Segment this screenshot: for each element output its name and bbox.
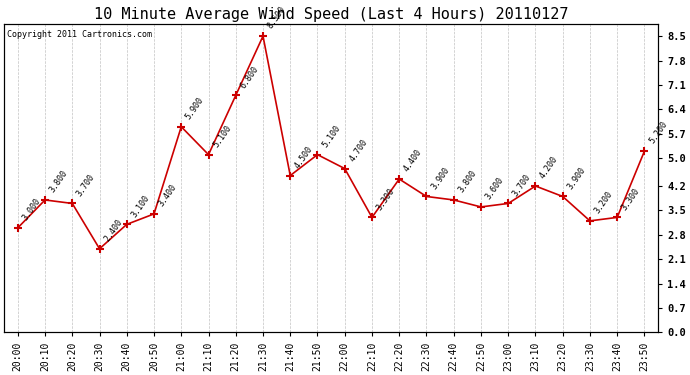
Text: 4.200: 4.200 bbox=[538, 155, 560, 180]
Text: 3.300: 3.300 bbox=[620, 186, 642, 212]
Text: 3.700: 3.700 bbox=[511, 172, 533, 198]
Text: 3.900: 3.900 bbox=[566, 165, 587, 191]
Text: Copyright 2011 Cartronics.com: Copyright 2011 Cartronics.com bbox=[8, 30, 152, 39]
Text: 3.000: 3.000 bbox=[21, 196, 42, 222]
Text: 4.400: 4.400 bbox=[402, 148, 424, 174]
Text: 6.800: 6.800 bbox=[239, 64, 260, 90]
Text: 3.900: 3.900 bbox=[429, 165, 451, 191]
Text: 3.100: 3.100 bbox=[130, 193, 151, 219]
Text: 3.300: 3.300 bbox=[375, 186, 397, 212]
Title: 10 Minute Average Wind Speed (Last 4 Hours) 20110127: 10 Minute Average Wind Speed (Last 4 Hou… bbox=[94, 7, 569, 22]
Text: 8.500: 8.500 bbox=[266, 5, 288, 30]
Text: 5.900: 5.900 bbox=[184, 96, 206, 121]
Text: 3.400: 3.400 bbox=[157, 183, 179, 209]
Text: 5.200: 5.200 bbox=[647, 120, 669, 146]
Text: 5.100: 5.100 bbox=[320, 123, 342, 149]
Text: 3.700: 3.700 bbox=[75, 172, 97, 198]
Text: 5.100: 5.100 bbox=[211, 123, 233, 149]
Text: 4.500: 4.500 bbox=[293, 144, 315, 170]
Text: 3.200: 3.200 bbox=[593, 190, 614, 215]
Text: 3.600: 3.600 bbox=[484, 176, 506, 201]
Text: 2.400: 2.400 bbox=[102, 217, 124, 243]
Text: 3.800: 3.800 bbox=[48, 169, 70, 194]
Text: 3.800: 3.800 bbox=[457, 169, 478, 194]
Text: 4.700: 4.700 bbox=[348, 137, 369, 163]
